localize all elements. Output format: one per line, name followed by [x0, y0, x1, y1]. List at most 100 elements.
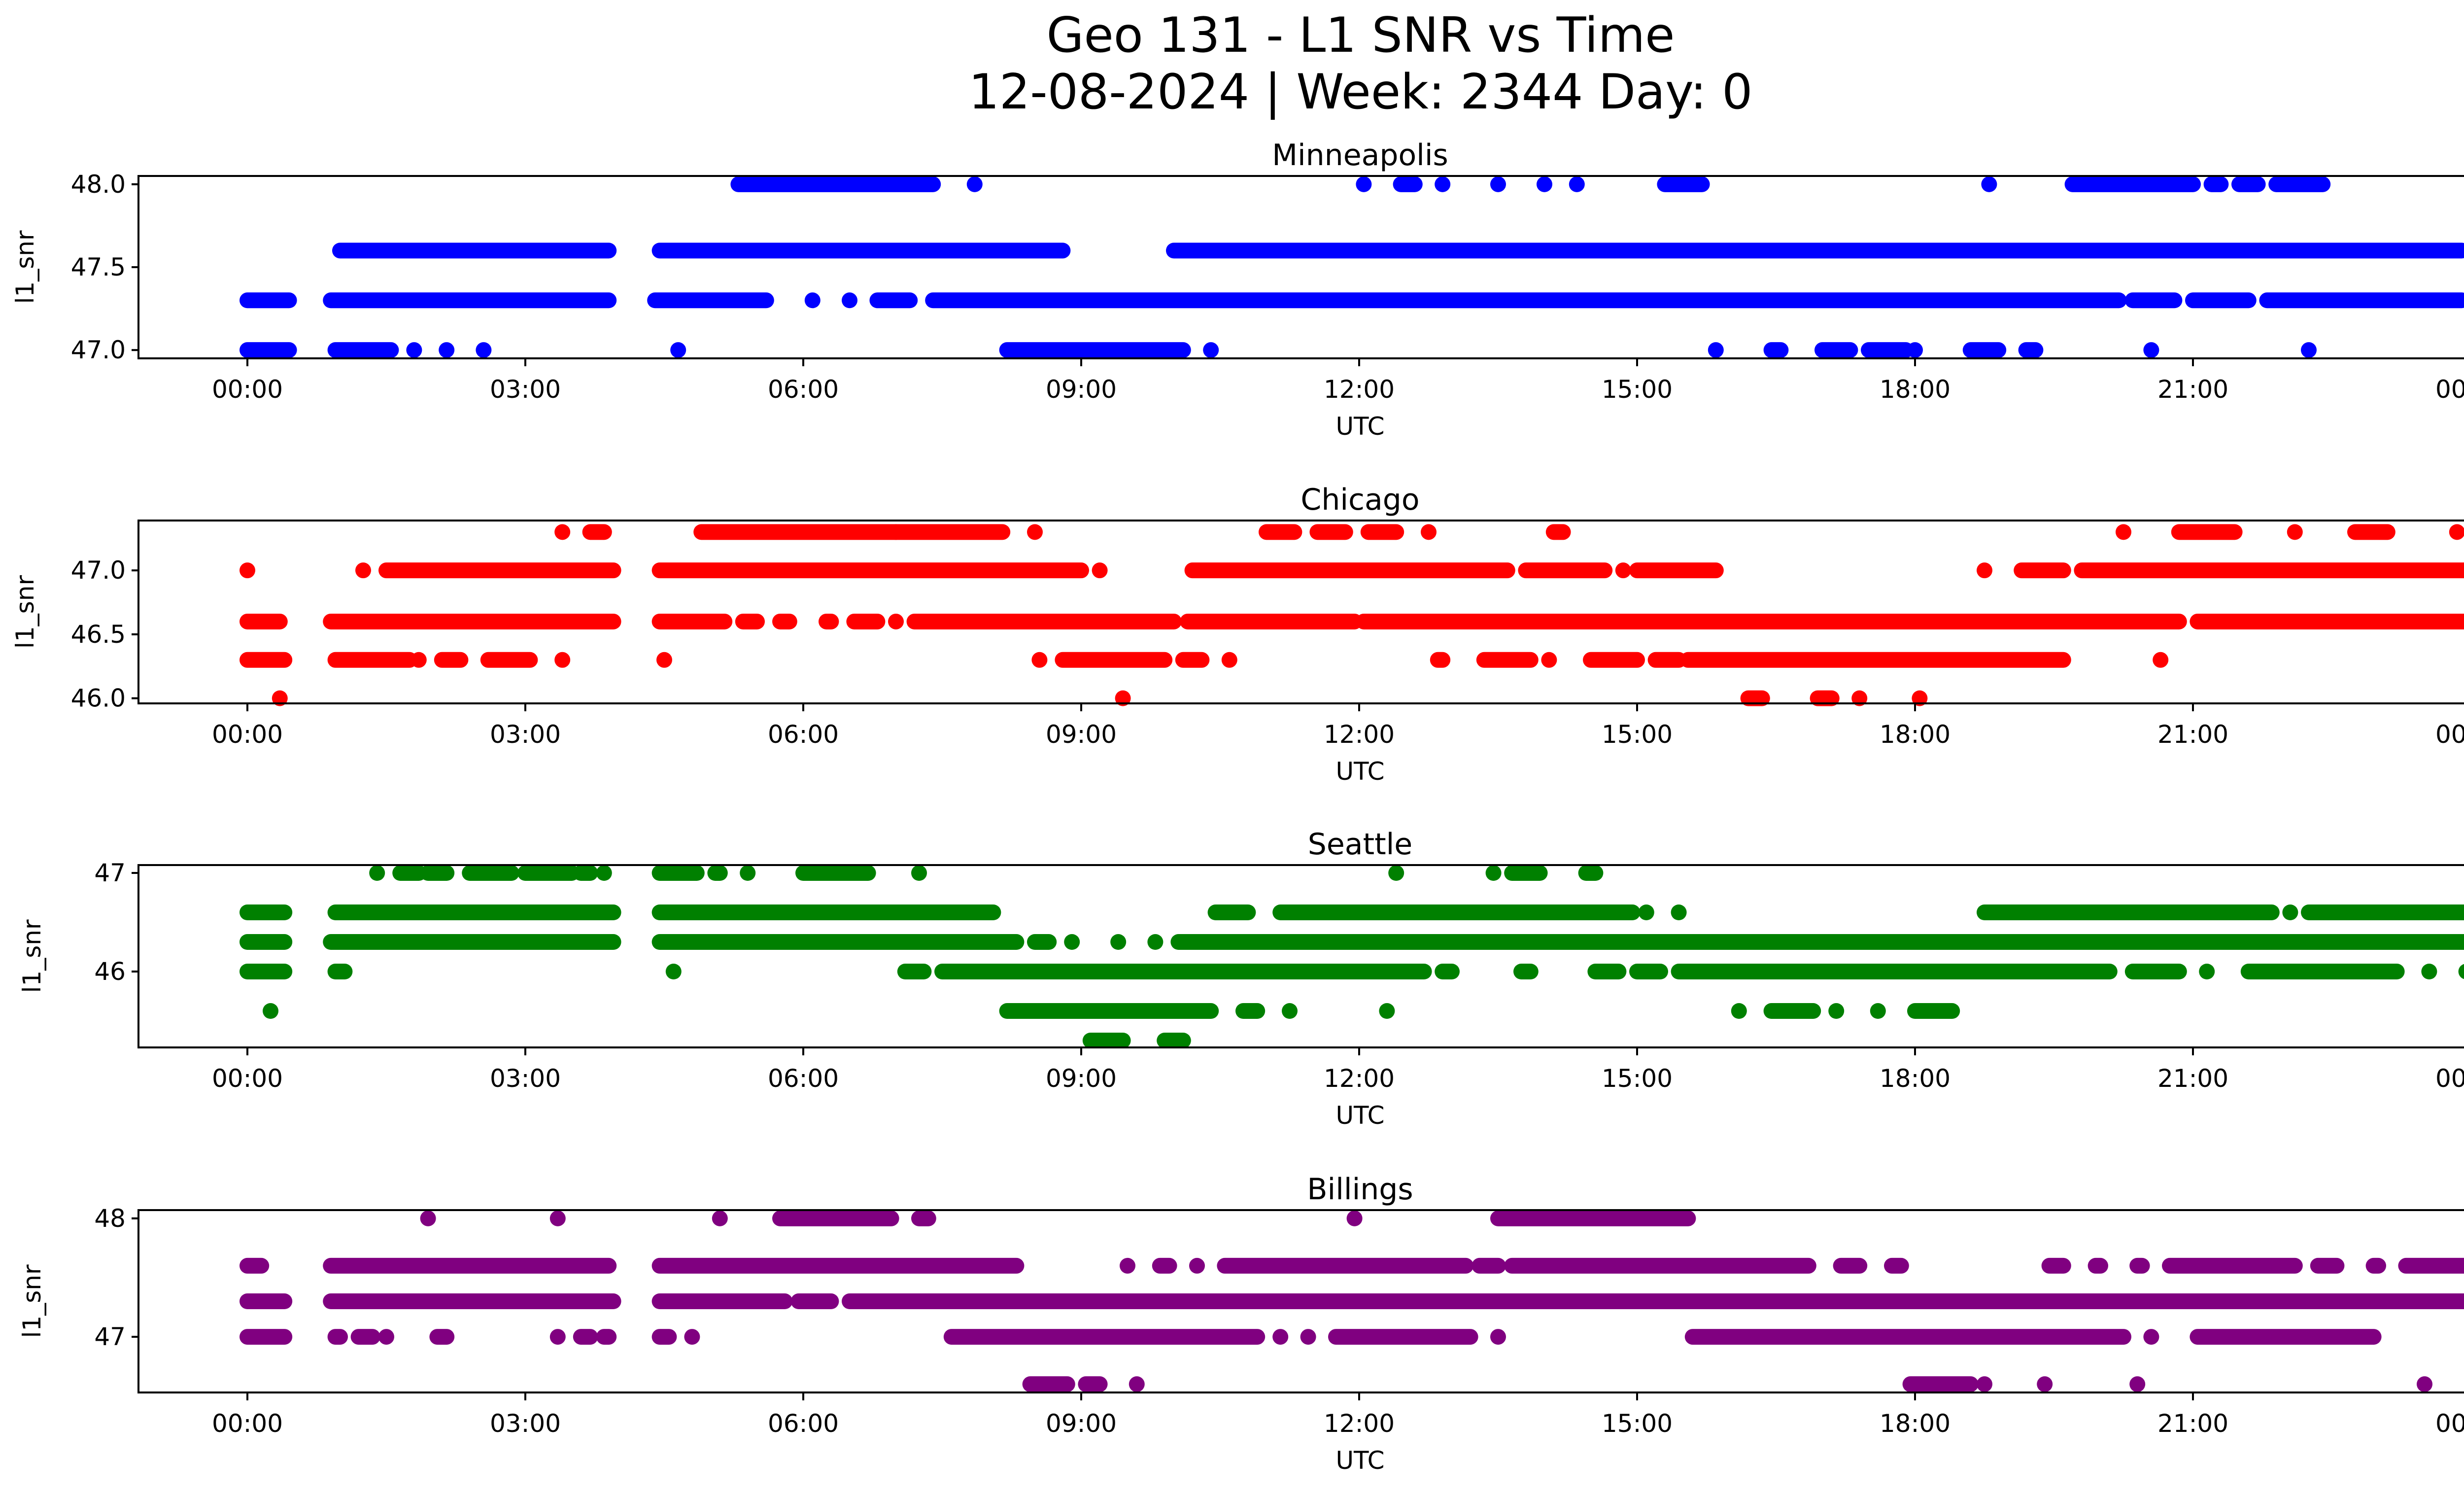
chart-title-line2: 12-08-2024 | Week: 2344 Day: 0 [969, 64, 1753, 120]
x-tick-label: 06:00 [768, 1064, 839, 1093]
data-point-run [1504, 865, 1548, 881]
x-tick-label: 15:00 [1602, 720, 1673, 749]
data-point-run [323, 1293, 621, 1309]
data-point [1977, 562, 1992, 579]
data-point [1346, 1210, 1363, 1226]
data-point [1485, 865, 1502, 881]
data-point [1203, 342, 1219, 358]
data-point-run [934, 964, 1432, 979]
data-point [1356, 176, 1372, 192]
data-point [842, 292, 857, 309]
data-point [411, 652, 427, 668]
scatter-points [240, 524, 2464, 706]
data-point-run [1583, 652, 1645, 668]
data-point [406, 342, 422, 358]
data-point-run [1175, 652, 1210, 668]
subplot-chicago: Chicago 46.0 46.5 47.0 l1_snr 00:00 03:00 06:00… [11, 483, 2464, 786]
data-point [656, 652, 672, 668]
data-point [684, 1329, 700, 1345]
data-point [1435, 176, 1451, 192]
data-point-run [1170, 934, 2464, 950]
data-point-run [1356, 613, 2187, 629]
data-point-run [999, 342, 1191, 358]
x-tick-label: 21:00 [2157, 375, 2228, 404]
scatter-points [240, 176, 2464, 358]
data-point [1120, 1257, 1135, 1274]
x-tick-label: 00:00 [2435, 720, 2464, 749]
data-point-run [240, 964, 293, 979]
subplot-title: Minneapolis [1272, 138, 1448, 173]
x-tick-label: 09:00 [1046, 720, 1117, 749]
data-point [2129, 1376, 2146, 1392]
data-point [1828, 1003, 1845, 1019]
data-point-run [2064, 176, 2201, 192]
data-point-run [1763, 342, 1789, 358]
data-point [1541, 652, 1557, 668]
data-point-run [2240, 964, 2405, 979]
data-point [1638, 904, 1654, 920]
data-point-run [1328, 1329, 1478, 1345]
data-point [2037, 1376, 2053, 1392]
data-point-run [1861, 342, 1914, 358]
data-point-run [1684, 1329, 2131, 1345]
data-point-run [795, 865, 876, 881]
data-point-run [240, 934, 293, 950]
data-point [549, 1210, 566, 1226]
data-point [1147, 934, 1164, 950]
data-point-run [2268, 176, 2331, 192]
data-point [1282, 1003, 1298, 1019]
data-point-run [420, 865, 455, 881]
x-tick-label: 21:00 [2157, 720, 2228, 749]
x-tick-label: 18:00 [1880, 1409, 1951, 1438]
data-point [1490, 1329, 1506, 1345]
y-tick-label: 47 [94, 859, 126, 887]
data-point-run [1259, 524, 1302, 540]
data-point [420, 1210, 436, 1226]
data-point-run [350, 1329, 380, 1345]
x-tick-label: 00:00 [212, 1064, 283, 1093]
data-point-run [332, 243, 617, 259]
data-point-run [1518, 562, 1613, 579]
data-point-run [2162, 1257, 2303, 1274]
data-point-run [2231, 176, 2266, 192]
data-point-run [240, 292, 297, 309]
data-point [2116, 524, 2131, 540]
data-point-run [1309, 524, 1353, 540]
data-point-run [1022, 1376, 1075, 1392]
y-tick-label: 47 [94, 1322, 126, 1351]
data-point [670, 342, 686, 358]
data-point [439, 342, 455, 358]
data-point [2282, 904, 2298, 920]
data-point-run [772, 613, 797, 629]
y-tick-label: 47.0 [71, 336, 126, 364]
x-tick-label: 18:00 [1880, 720, 1951, 749]
data-point [1300, 1329, 1316, 1345]
data-point [1221, 652, 1237, 668]
data-point [2153, 652, 2169, 668]
data-point-run [1152, 1257, 1177, 1274]
data-point [549, 1329, 566, 1345]
data-point-run [240, 342, 297, 358]
data-point-run [730, 176, 941, 192]
data-point [1851, 690, 1868, 706]
x-tick-label: 09:00 [1046, 375, 1117, 404]
x-axis-label: UTC [1335, 757, 1384, 786]
x-tick-label: 15:00 [1602, 1064, 1673, 1093]
data-point-run [392, 865, 427, 881]
x-tick-label: 18:00 [1880, 375, 1951, 404]
data-point-run [327, 964, 353, 979]
x-tick-label: 09:00 [1046, 1409, 1117, 1438]
data-point-run [1472, 1257, 1506, 1274]
data-point [369, 865, 385, 881]
data-point [665, 964, 682, 979]
x-tick-label: 06:00 [768, 1409, 839, 1438]
data-point-run [327, 1329, 348, 1345]
data-point-run [323, 934, 621, 950]
data-point-run [1587, 964, 1627, 979]
data-point-run [1078, 1376, 1108, 1392]
x-tick-label: 00:00 [2435, 1064, 2464, 1093]
y-tick-label: 46.5 [71, 620, 126, 649]
x-tick-label: 15:00 [1602, 1409, 1673, 1438]
data-point-run [327, 652, 417, 668]
